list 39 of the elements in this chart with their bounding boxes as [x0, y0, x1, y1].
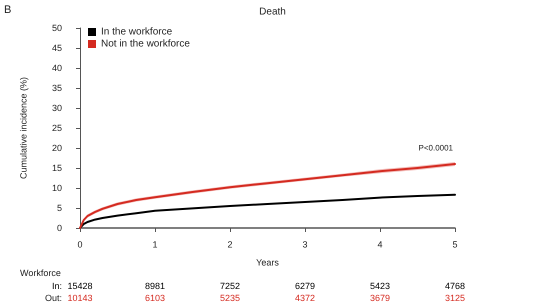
text: 7252 — [220, 281, 240, 291]
text: In: — [52, 281, 62, 291]
y-tick-label: 0 — [56, 223, 62, 233]
x-tick-label: 1 — [152, 240, 158, 250]
text: 6103 — [144, 293, 166, 303]
x-tick-label: 4 — [377, 240, 383, 250]
x-tick-label: 3 — [302, 240, 308, 250]
text: 5423 — [370, 281, 390, 291]
text: 10143 — [67, 293, 93, 303]
text: 5235 — [220, 293, 240, 303]
y-tick-label: 40 — [52, 63, 62, 73]
y-tick-label: 20 — [52, 143, 62, 153]
text: B — [4, 4, 12, 16]
text: 15428 — [67, 281, 93, 291]
text: 4372 — [294, 293, 316, 303]
text: 3125 — [444, 293, 466, 303]
text: 8981 — [144, 281, 166, 291]
text: 6279 — [294, 281, 316, 291]
legend-label: Not in the workforce — [101, 38, 190, 50]
text: 3679 — [370, 293, 390, 303]
text: Out: — [44, 293, 62, 303]
x-tick-label: 5 — [452, 240, 458, 250]
y-tick-label: 5 — [56, 203, 62, 213]
y-tick-label: 50 — [52, 23, 62, 33]
x-tick-label: 0 — [77, 240, 83, 250]
x-axis-title: Years — [256, 258, 280, 268]
text: 4768 — [444, 281, 466, 291]
text: Workforce — [20, 268, 61, 278]
chart-title: Death — [259, 6, 286, 18]
annotation: P<0.0001 — [418, 144, 454, 152]
y-tick-label: 30 — [52, 103, 62, 113]
y-tick-label: 15 — [52, 163, 62, 173]
y-axis-title: Cumulative incidence (%) — [18, 76, 28, 180]
legend-label: In the workforce — [101, 26, 173, 38]
y-tick-label: 35 — [52, 83, 62, 93]
y-tick-label: 10 — [52, 183, 62, 193]
y-tick-label: 45 — [52, 43, 62, 53]
y-tick-label: 25 — [52, 123, 62, 133]
x-tick-label: 2 — [227, 240, 233, 250]
